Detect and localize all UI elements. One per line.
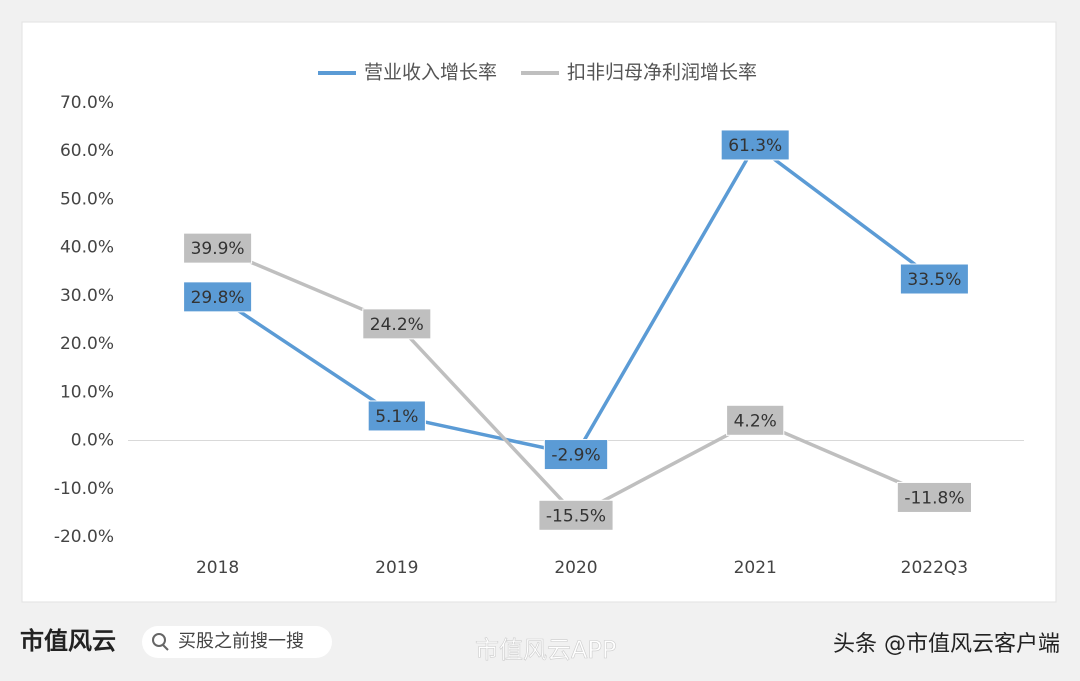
y-tick-label: 20.0% [60, 334, 114, 354]
data-label: 29.8% [191, 288, 245, 308]
data-label-box [183, 281, 253, 313]
search-icon-handle [162, 644, 169, 651]
data-label-box [899, 263, 969, 295]
data-label: 39.9% [191, 239, 245, 259]
data-label: 61.3% [728, 136, 782, 156]
data-label-box [726, 404, 785, 436]
data-label-box [183, 232, 253, 264]
data-label-box [896, 481, 972, 513]
data-label: 5.1% [375, 407, 418, 427]
x-tick-label: 2021 [734, 558, 777, 578]
search-text[interactable]: 买股之前搜一搜 [178, 631, 304, 652]
x-tick-label: 2018 [196, 558, 239, 578]
logo: 市值风云 [20, 627, 116, 655]
y-tick-label: 30.0% [60, 286, 114, 306]
data-label-box [543, 439, 609, 471]
y-tick-label: 70.0% [60, 93, 114, 113]
data-label-box [362, 308, 432, 340]
legend-label: 营业收入增长率 [364, 62, 497, 84]
data-label: -2.9% [551, 446, 600, 466]
data-label-box [538, 499, 614, 531]
y-tick-label: -20.0% [54, 527, 114, 547]
search-icon [152, 633, 166, 647]
x-tick-label: 2020 [554, 558, 597, 578]
search-box[interactable] [142, 626, 332, 658]
legend-label: 扣非归母净利润增长率 [567, 62, 757, 84]
y-tick-label: 50.0% [60, 189, 114, 209]
y-tick-label: 10.0% [60, 382, 114, 402]
watermark: 市值风云APP [475, 636, 616, 664]
y-tick-label: 60.0% [60, 141, 114, 161]
data-label-box [367, 400, 426, 432]
x-tick-label: 2022Q3 [901, 558, 968, 578]
y-tick-label: -10.0% [54, 479, 114, 499]
source: 头条 @市值风云客户端 [833, 632, 1060, 657]
y-tick-label: 0.0% [71, 431, 114, 451]
data-label-box [720, 129, 790, 161]
data-label: 33.5% [907, 270, 961, 290]
y-tick-label: 40.0% [60, 238, 114, 258]
x-tick-label: 2019 [375, 558, 418, 578]
data-label: 24.2% [370, 315, 424, 335]
data-label: -15.5% [546, 506, 606, 526]
data-label: -11.8% [904, 488, 964, 508]
data-label: 4.2% [734, 411, 777, 431]
